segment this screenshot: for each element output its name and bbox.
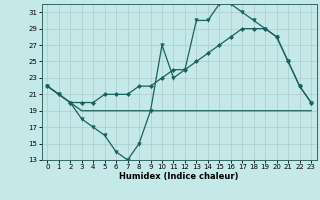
- X-axis label: Humidex (Indice chaleur): Humidex (Indice chaleur): [119, 172, 239, 181]
